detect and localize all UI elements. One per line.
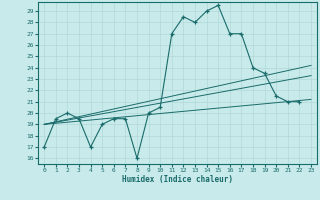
X-axis label: Humidex (Indice chaleur): Humidex (Indice chaleur) [122,175,233,184]
